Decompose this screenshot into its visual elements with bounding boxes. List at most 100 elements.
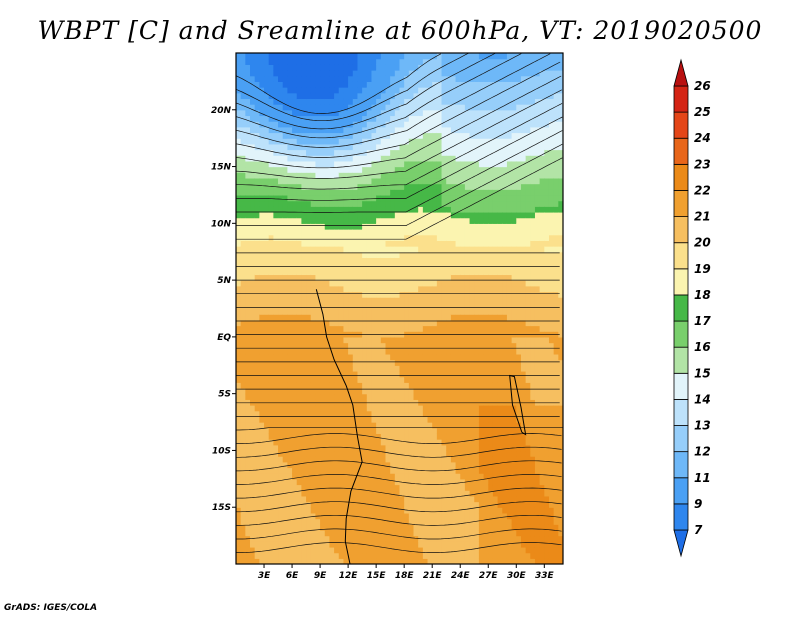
field-cell (329, 75, 335, 82)
field-cell (432, 507, 438, 514)
field-cell (343, 478, 349, 486)
field-cell (413, 376, 419, 383)
field-cell (278, 416, 284, 423)
field-cell (404, 376, 410, 383)
field-cell (259, 172, 265, 179)
field-cell (450, 155, 457, 162)
field-cell (357, 507, 363, 514)
field-cell (450, 75, 457, 82)
field-cell (460, 314, 466, 321)
field-cell (292, 325, 298, 332)
field-cell (301, 552, 307, 559)
field-cell (418, 115, 424, 122)
field-cell (287, 240, 293, 247)
field-cell (446, 484, 452, 491)
field-cell (399, 501, 405, 508)
field-cell (366, 405, 373, 412)
field-cell (488, 217, 494, 224)
field-cell (492, 456, 499, 463)
field-cell (464, 92, 471, 100)
field-cell (282, 484, 288, 491)
field-cell (282, 149, 288, 156)
field-cell (385, 58, 391, 65)
field-cell (460, 518, 466, 525)
field-cell (338, 70, 345, 77)
field-cell (240, 268, 246, 276)
field-cell (287, 365, 293, 372)
field-cell (310, 194, 317, 202)
field-cell (455, 495, 461, 503)
field-cell (236, 336, 242, 344)
field-cell (278, 223, 284, 230)
field-cell (310, 393, 317, 400)
field-cell (413, 53, 419, 60)
field-cell (488, 98, 494, 105)
field-cell (492, 342, 499, 349)
field-cell (287, 64, 293, 71)
field-cell (296, 342, 302, 349)
field-cell (334, 104, 340, 111)
field-cell (324, 81, 331, 88)
field-cell (301, 109, 307, 117)
field-cell (483, 507, 489, 514)
field-cell (329, 172, 335, 179)
field-cell (432, 512, 438, 520)
field-cell (287, 58, 293, 65)
field-cell (394, 319, 401, 327)
field-cell (450, 416, 457, 423)
field-cell (469, 166, 475, 173)
field-cell (338, 473, 345, 480)
field-cell (446, 541, 452, 548)
field-cell (320, 484, 326, 491)
field-cell (259, 115, 265, 122)
field-cell (254, 376, 260, 383)
field-cell (306, 115, 312, 122)
field-cell (464, 410, 471, 417)
field-cell (287, 149, 293, 156)
field-cell (310, 353, 317, 361)
field-cell (310, 183, 317, 190)
field-cell (320, 558, 326, 564)
field-cell (310, 115, 317, 122)
field-cell (348, 251, 354, 258)
field-cell (413, 302, 419, 310)
field-cell (436, 189, 443, 196)
field-cell (310, 274, 317, 281)
field-cell (273, 325, 279, 332)
field-cell (460, 166, 466, 173)
field-cell (324, 529, 331, 537)
field-cell (366, 512, 373, 520)
field-cell (338, 183, 345, 190)
field-cell (366, 274, 373, 281)
field-cell (376, 251, 382, 258)
field-cell (446, 416, 452, 423)
field-cell (418, 393, 424, 400)
field-cell (259, 109, 265, 117)
field-cell (301, 166, 307, 173)
field-cell (334, 75, 340, 82)
field-cell (250, 217, 256, 224)
field-cell (278, 410, 284, 417)
field-cell (329, 422, 335, 429)
field-cell (352, 410, 359, 417)
field-cell (404, 217, 410, 224)
field-cell (259, 376, 265, 383)
field-cell (394, 484, 401, 491)
field-cell (441, 473, 447, 480)
field-cell (273, 524, 279, 531)
field-cell (320, 251, 326, 258)
field-cell (483, 58, 489, 65)
field-cell (273, 501, 279, 508)
field-cell (390, 359, 396, 366)
field-cell (464, 467, 471, 474)
field-cell (338, 194, 345, 202)
field-cell (264, 206, 270, 213)
field-cell (264, 234, 270, 241)
field-cell (240, 490, 246, 497)
field-cell (292, 285, 298, 293)
field-cell (301, 427, 307, 435)
field-cell (334, 461, 340, 469)
field-cell (343, 223, 349, 230)
field-cell (413, 280, 419, 287)
field-cell (236, 359, 242, 366)
